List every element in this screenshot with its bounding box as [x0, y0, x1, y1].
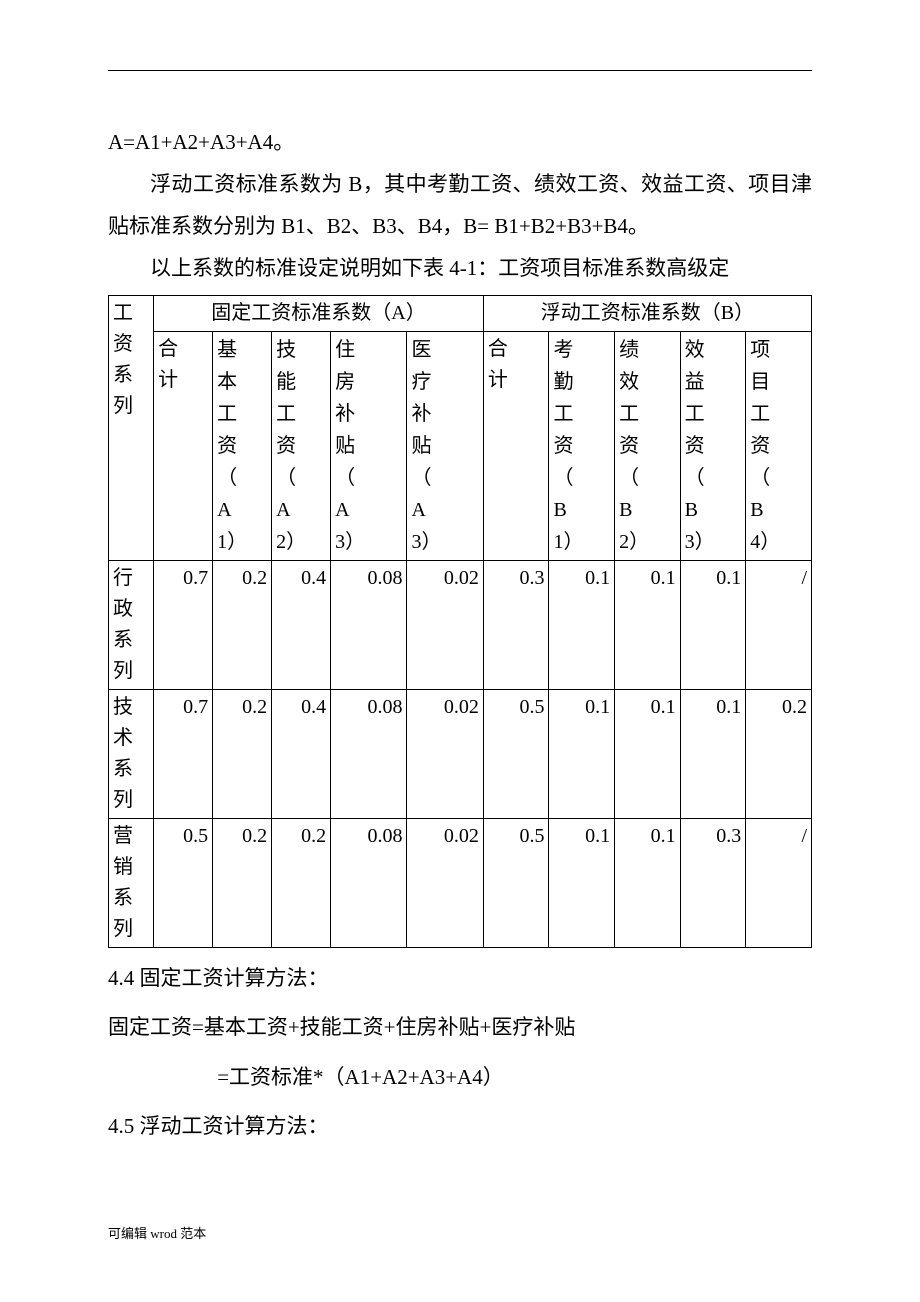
cell: 0.7 — [154, 561, 213, 690]
header-b-sum: 合计 — [483, 332, 549, 561]
cell: 0.2 — [746, 690, 812, 819]
header-b3: 效益工资（ B 3） — [680, 332, 746, 561]
header-group-a: 固定工资标准系数（A） — [154, 296, 484, 332]
cell: 0.08 — [331, 690, 407, 819]
row-label: 行政系列 — [109, 561, 154, 690]
cell: 0.2 — [213, 561, 272, 690]
cell: 0.1 — [615, 690, 681, 819]
header-a1: 基本工资（ A 1） — [213, 332, 272, 561]
cell: 0.08 — [331, 819, 407, 948]
section-4-4: 4.4 固定工资计算方法： 固定工资=基本工资+技能工资+住房补贴+医疗补贴 =… — [108, 954, 812, 1151]
cell: 0.4 — [272, 690, 331, 819]
cell: 0.3 — [483, 561, 549, 690]
cell: 0.2 — [213, 690, 272, 819]
cell: 0.3 — [680, 819, 746, 948]
header-b1: 考勤工资（ B 1） — [549, 332, 615, 561]
cell: 0.7 — [154, 690, 213, 819]
section-4-4-eq-line1: 固定工资=基本工资+技能工资+住房补贴+医疗补贴 — [108, 1003, 812, 1052]
cell: 0.2 — [272, 819, 331, 948]
cell: 0.5 — [483, 819, 549, 948]
cell: 0.4 — [272, 561, 331, 690]
cell: 0.5 — [154, 819, 213, 948]
header-a3: 住房补贴（ A 3） — [331, 332, 407, 561]
table-row: 行政系列 0.7 0.2 0.4 0.08 0.02 0.3 0.1 0.1 0… — [109, 561, 812, 690]
section-4-4-title: 4.4 固定工资计算方法： — [108, 954, 812, 1003]
cell: 0.1 — [680, 561, 746, 690]
row-label: 技术系列 — [109, 690, 154, 819]
footer-text: 可编辑 wrod 范本 — [108, 1223, 206, 1242]
cell: 0.1 — [615, 561, 681, 690]
cell: 0.1 — [549, 819, 615, 948]
table-row: 营销系列 0.5 0.2 0.2 0.08 0.02 0.5 0.1 0.1 0… — [109, 819, 812, 948]
cell: 0.5 — [483, 690, 549, 819]
header-a4: 医疗补贴（ A 3） — [407, 332, 483, 561]
header-series: 工资系列 — [109, 296, 154, 561]
paragraph-3: 以上系数的标准设定说明如下表 4-1：工资项目标准系数高级定 — [108, 247, 812, 289]
cell: 0.08 — [331, 561, 407, 690]
header-group-b: 浮动工资标准系数（B） — [483, 296, 811, 332]
header-b2: 绩效工资（ B 2） — [615, 332, 681, 561]
paragraph-1: A=A1+A2+A3+A4。 — [108, 121, 812, 163]
cell: 0.1 — [549, 690, 615, 819]
table-header-row-2: 合计 基本工资（ A 1） 技能工资（ A 2） 住房补贴（ A 3） 医疗补贴… — [109, 332, 812, 561]
cell: / — [746, 561, 812, 690]
salary-coefficient-table: 工资系列 固定工资标准系数（A） 浮动工资标准系数（B） 合计 基本工资（ A … — [108, 295, 812, 948]
cell: 0.1 — [549, 561, 615, 690]
cell: / — [746, 819, 812, 948]
cell: 0.2 — [213, 819, 272, 948]
cell: 0.02 — [407, 819, 483, 948]
table-row: 技术系列 0.7 0.2 0.4 0.08 0.02 0.5 0.1 0.1 0… — [109, 690, 812, 819]
row-label: 营销系列 — [109, 819, 154, 948]
header-a2: 技能工资（ A 2） — [272, 332, 331, 561]
cell: 0.1 — [680, 690, 746, 819]
paragraph-2: 浮动工资标准系数为 B，其中考勤工资、绩效工资、效益工资、项目津贴标准系数分别为… — [108, 163, 812, 247]
cell: 0.02 — [407, 561, 483, 690]
section-4-5-title: 4.5 浮动工资计算方法： — [108, 1102, 812, 1151]
top-horizontal-rule — [108, 70, 812, 71]
table-header-row-1: 工资系列 固定工资标准系数（A） 浮动工资标准系数（B） — [109, 296, 812, 332]
header-a-sum: 合计 — [154, 332, 213, 561]
cell: 0.1 — [615, 819, 681, 948]
header-b4: 项目工资（ B 4） — [746, 332, 812, 561]
section-4-4-eq-line2: =工资标准*（A1+A2+A3+A4） — [108, 1053, 812, 1102]
cell: 0.02 — [407, 690, 483, 819]
